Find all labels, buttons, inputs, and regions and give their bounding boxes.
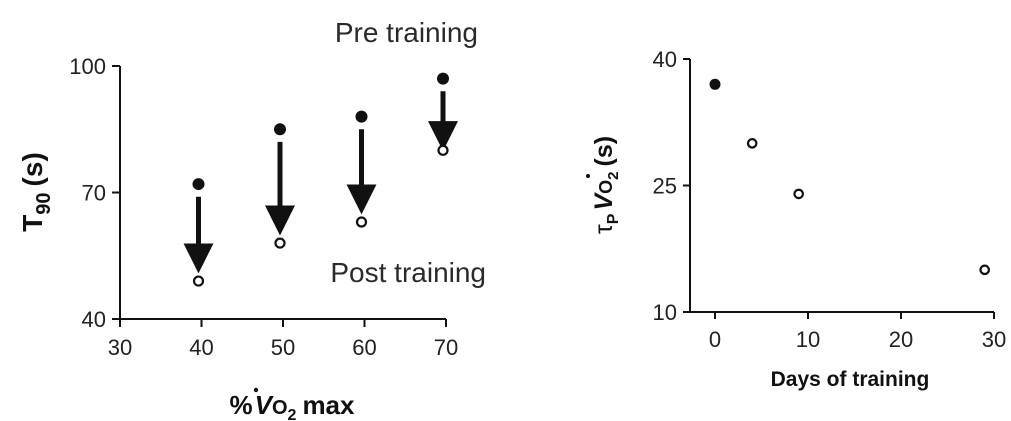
post-training-point	[274, 237, 286, 249]
right-x-tick-label: 10	[796, 327, 820, 352]
right-y-tick-label: 25	[653, 174, 677, 199]
left-x-axis-title-dot	[253, 387, 259, 393]
left-x-tick-label: 70	[434, 335, 458, 360]
right-y-axis-title-subscript: 2	[605, 171, 622, 179]
left-chart-arrows	[183, 91, 458, 274]
left-x-tick-label: 40	[189, 335, 213, 360]
right-chart-ticks: 0 10 20 30 10 25 40	[653, 47, 1007, 352]
left-x-axis-title-sub: O	[272, 397, 288, 419]
right-chart-points	[709, 78, 990, 276]
left-x-axis-title-prefix: %	[230, 390, 253, 420]
right-x-tick-label: 0	[709, 327, 721, 352]
left-x-tick-label: 50	[271, 335, 295, 360]
annotation-pre-training: Pre training	[335, 17, 478, 48]
post-training-point	[355, 216, 368, 228]
left-y-axis-title-unit: (s)	[17, 152, 48, 186]
right-x-axis-title: Days of training	[771, 368, 930, 391]
right-y-axis-title-unit: (s)	[590, 136, 618, 167]
right-y-axis-title: τPVO2 (s)	[590, 136, 622, 234]
right-y-axis-title-var: V	[590, 192, 618, 211]
right-y-tick-label: 40	[653, 47, 677, 72]
right-x-tick-label: 20	[889, 327, 913, 352]
right-y-axis-title-dot	[586, 174, 590, 178]
pre-training-point	[192, 178, 205, 191]
right-chart: 0 10 20 30 10 25 40 Days of training τPVO2 (s)	[586, 47, 1006, 391]
pre-training-point	[437, 72, 449, 85]
left-x-axis-title-subscript: 2	[288, 407, 297, 421]
day-point-open	[793, 188, 804, 200]
day-point-open	[746, 138, 758, 149]
left-x-axis-title-suffix: max	[302, 390, 355, 420]
right-chart-axes	[689, 59, 994, 313]
day-point-filled	[709, 78, 721, 90]
right-y-axis-title-sub-p: P	[605, 213, 622, 224]
right-y-tick-label: 10	[653, 300, 677, 325]
day-point-open	[979, 264, 990, 276]
post-training-point	[437, 144, 449, 156]
annotation-post-training: Post training	[330, 257, 486, 288]
pre-training-point	[274, 123, 286, 136]
right-y-axis-title-greek: τ	[590, 224, 618, 234]
left-y-tick-label: 70	[82, 181, 106, 206]
left-x-tick-label: 60	[352, 335, 376, 360]
left-x-tick-label: 30	[108, 335, 132, 360]
left-y-axis-title-main: T	[17, 215, 48, 232]
left-y-axis-title: T90 (s)	[17, 152, 55, 232]
left-y-axis-title-subscript: 90	[33, 192, 55, 214]
right-x-tick-label: 30	[982, 327, 1006, 352]
left-x-axis-title-var: V	[255, 390, 275, 420]
pre-training-point	[355, 110, 368, 123]
left-chart-points	[192, 72, 449, 287]
left-y-tick-label: 100	[69, 54, 106, 79]
left-y-tick-label: 40	[82, 307, 106, 332]
post-training-point	[192, 275, 205, 287]
left-x-axis-title: %VO2 max	[230, 390, 356, 421]
right-y-axis-title-sub: O	[596, 180, 616, 194]
